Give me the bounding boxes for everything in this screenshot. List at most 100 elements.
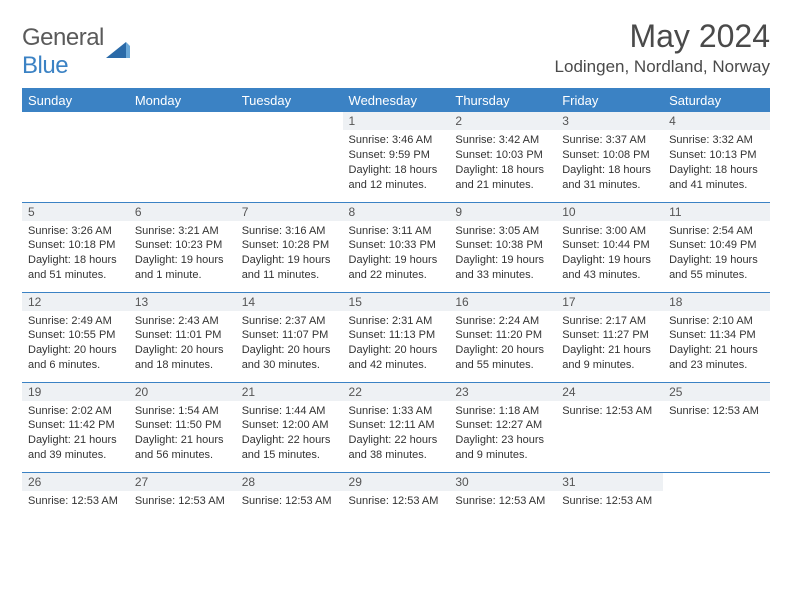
- day-detail-line: Sunrise: 12:53 AM: [135, 494, 230, 509]
- day-detail-line: Sunset: 11:07 PM: [242, 328, 337, 343]
- day-details: Sunrise: 3:46 AMSunset: 9:59 PMDaylight:…: [343, 130, 450, 196]
- day-number: 7: [236, 203, 343, 221]
- day-detail-line: Sunset: 11:27 PM: [562, 328, 657, 343]
- day-number: 6: [129, 203, 236, 221]
- calendar-day-cell: 20Sunrise: 1:54 AMSunset: 11:50 PMDaylig…: [129, 382, 236, 472]
- day-number: 15: [343, 293, 450, 311]
- day-detail-line: Sunrise: 2:02 AM: [28, 404, 123, 419]
- calendar-week-row: 19Sunrise: 2:02 AMSunset: 11:42 PMDaylig…: [22, 382, 770, 472]
- calendar-day-cell: 21Sunrise: 1:44 AMSunset: 12:00 AMDaylig…: [236, 382, 343, 472]
- calendar-day-cell: 2Sunrise: 3:42 AMSunset: 10:03 PMDayligh…: [449, 112, 556, 202]
- calendar-day-cell: 28 Sunrise: 12:53 AM: [236, 472, 343, 562]
- day-details: Sunrise: 2:17 AMSunset: 11:27 PMDaylight…: [556, 311, 663, 377]
- day-number: 28: [236, 473, 343, 491]
- day-detail-line: Sunset: 10:13 PM: [669, 148, 764, 163]
- day-detail-line: Sunrise: 2:31 AM: [349, 314, 444, 329]
- day-detail-line: Sunrise: 12:53 AM: [562, 404, 657, 419]
- calendar-day-cell: 16Sunrise: 2:24 AMSunset: 11:20 PMDaylig…: [449, 292, 556, 382]
- day-detail-line: Sunrise: 3:05 AM: [455, 224, 550, 239]
- day-detail-line: Sunset: 11:42 PM: [28, 418, 123, 433]
- day-details: Sunrise: 12:53 AM: [556, 491, 663, 513]
- day-number: 30: [449, 473, 556, 491]
- day-details: Sunrise: 2:02 AMSunset: 11:42 PMDaylight…: [22, 401, 129, 467]
- day-detail-line: Daylight: 20 hours and 42 minutes.: [349, 343, 444, 373]
- day-number: 1: [343, 112, 450, 130]
- day-detail-line: Sunset: 10:38 PM: [455, 238, 550, 253]
- calendar-day-cell: 19Sunrise: 2:02 AMSunset: 11:42 PMDaylig…: [22, 382, 129, 472]
- day-detail-line: Sunrise: 3:46 AM: [349, 133, 444, 148]
- day-detail-line: Sunrise: 1:54 AM: [135, 404, 230, 419]
- day-detail-line: Sunrise: 1:18 AM: [455, 404, 550, 419]
- day-number: 25: [663, 383, 770, 401]
- day-detail-line: Sunset: 10:44 PM: [562, 238, 657, 253]
- day-detail-line: Sunrise: 12:53 AM: [349, 494, 444, 509]
- day-detail-line: Sunset: 11:13 PM: [349, 328, 444, 343]
- weekday-header: Saturday: [663, 88, 770, 112]
- day-detail-line: Sunrise: 2:17 AM: [562, 314, 657, 329]
- day-detail-line: Daylight: 21 hours and 23 minutes.: [669, 343, 764, 373]
- day-detail-line: Sunrise: 3:16 AM: [242, 224, 337, 239]
- day-detail-line: Daylight: 18 hours and 21 minutes.: [455, 163, 550, 193]
- day-detail-line: Daylight: 19 hours and 1 minute.: [135, 253, 230, 283]
- calendar-day-cell: 10Sunrise: 3:00 AMSunset: 10:44 PMDaylig…: [556, 202, 663, 292]
- day-detail-line: Sunrise: 12:53 AM: [455, 494, 550, 509]
- header: General Blue May 2024 Lodingen, Nordland…: [22, 18, 770, 80]
- day-detail-line: Sunrise: 12:53 AM: [669, 404, 764, 419]
- day-number: 3: [556, 112, 663, 130]
- calendar-day-cell: 14Sunrise: 2:37 AMSunset: 11:07 PMDaylig…: [236, 292, 343, 382]
- day-details: Sunrise: 3:05 AMSunset: 10:38 PMDaylight…: [449, 221, 556, 287]
- calendar-day-cell: 9Sunrise: 3:05 AMSunset: 10:38 PMDayligh…: [449, 202, 556, 292]
- day-details: Sunrise: 1:44 AMSunset: 12:00 AMDaylight…: [236, 401, 343, 467]
- day-detail-line: Sunrise: 3:11 AM: [349, 224, 444, 239]
- day-detail-line: Sunrise: 3:32 AM: [669, 133, 764, 148]
- day-details: Sunrise: 3:32 AMSunset: 10:13 PMDaylight…: [663, 130, 770, 196]
- day-detail-line: Daylight: 20 hours and 18 minutes.: [135, 343, 230, 373]
- day-detail-line: Daylight: 21 hours and 39 minutes.: [28, 433, 123, 463]
- calendar-day-cell: 5Sunrise: 3:26 AMSunset: 10:18 PMDayligh…: [22, 202, 129, 292]
- day-detail-line: Daylight: 18 hours and 31 minutes.: [562, 163, 657, 193]
- day-detail-line: Daylight: 20 hours and 6 minutes.: [28, 343, 123, 373]
- calendar-day-cell: 22Sunrise: 1:33 AMSunset: 12:11 AMDaylig…: [343, 382, 450, 472]
- day-detail-line: Sunrise: 3:42 AM: [455, 133, 550, 148]
- day-detail-line: Sunrise: 2:49 AM: [28, 314, 123, 329]
- day-detail-line: Sunrise: 2:43 AM: [135, 314, 230, 329]
- calendar-day-cell: 18Sunrise: 2:10 AMSunset: 11:34 PMDaylig…: [663, 292, 770, 382]
- day-details: [129, 130, 236, 137]
- calendar-day-cell: 11Sunrise: 2:54 AMSunset: 10:49 PMDaylig…: [663, 202, 770, 292]
- day-number: 12: [22, 293, 129, 311]
- day-detail-line: Sunrise: 3:26 AM: [28, 224, 123, 239]
- day-detail-line: Sunset: 11:34 PM: [669, 328, 764, 343]
- day-detail-line: Sunset: 10:28 PM: [242, 238, 337, 253]
- day-number: 10: [556, 203, 663, 221]
- day-number: 13: [129, 293, 236, 311]
- day-number: 14: [236, 293, 343, 311]
- brand-text-gray: General: [22, 24, 104, 51]
- day-details: [22, 130, 129, 137]
- day-details: Sunrise: 12:53 AM: [556, 401, 663, 423]
- day-details: Sunrise: 2:10 AMSunset: 11:34 PMDaylight…: [663, 311, 770, 377]
- day-details: Sunrise: 2:43 AMSunset: 11:01 PMDaylight…: [129, 311, 236, 377]
- day-details: Sunrise: 12:53 AM: [663, 401, 770, 423]
- day-detail-line: Daylight: 18 hours and 51 minutes.: [28, 253, 123, 283]
- calendar-day-cell: 6Sunrise: 3:21 AMSunset: 10:23 PMDayligh…: [129, 202, 236, 292]
- day-detail-line: Sunrise: 12:53 AM: [242, 494, 337, 509]
- day-number: [22, 112, 129, 130]
- brand-text-blue: Blue: [22, 52, 68, 79]
- calendar-week-row: 12Sunrise: 2:49 AMSunset: 10:55 PMDaylig…: [22, 292, 770, 382]
- day-detail-line: Sunrise: 1:33 AM: [349, 404, 444, 419]
- calendar-table: Sunday Monday Tuesday Wednesday Thursday…: [22, 88, 770, 562]
- day-details: Sunrise: 1:54 AMSunset: 11:50 PMDaylight…: [129, 401, 236, 467]
- day-detail-line: Daylight: 22 hours and 38 minutes.: [349, 433, 444, 463]
- day-detail-line: Sunset: 10:08 PM: [562, 148, 657, 163]
- day-detail-line: Sunset: 11:20 PM: [455, 328, 550, 343]
- calendar-day-cell: 23Sunrise: 1:18 AMSunset: 12:27 AMDaylig…: [449, 382, 556, 472]
- day-detail-line: Sunrise: 3:00 AM: [562, 224, 657, 239]
- calendar-day-cell: 26Sunrise: 12:53 AM: [22, 472, 129, 562]
- calendar-day-cell: 12Sunrise: 2:49 AMSunset: 10:55 PMDaylig…: [22, 292, 129, 382]
- day-number: 8: [343, 203, 450, 221]
- weekday-header: Sunday: [22, 88, 129, 112]
- day-detail-line: Daylight: 18 hours and 12 minutes.: [349, 163, 444, 193]
- day-detail-line: Sunset: 10:33 PM: [349, 238, 444, 253]
- day-details: Sunrise: 1:18 AMSunset: 12:27 AMDaylight…: [449, 401, 556, 467]
- calendar-day-cell: 1Sunrise: 3:46 AMSunset: 9:59 PMDaylight…: [343, 112, 450, 202]
